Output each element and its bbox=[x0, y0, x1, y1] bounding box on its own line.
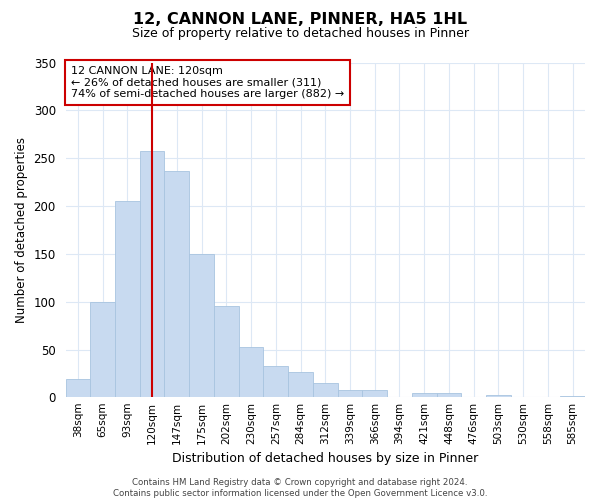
Bar bbox=[412, 392, 437, 398]
Text: Contains HM Land Registry data © Crown copyright and database right 2024.
Contai: Contains HM Land Registry data © Crown c… bbox=[113, 478, 487, 498]
Bar bbox=[486, 396, 511, 398]
Bar bbox=[189, 254, 214, 398]
Bar bbox=[164, 170, 189, 398]
Bar bbox=[437, 392, 461, 398]
Bar bbox=[90, 302, 115, 398]
Bar bbox=[263, 366, 288, 398]
Bar bbox=[65, 379, 90, 398]
Bar bbox=[239, 346, 263, 398]
Bar bbox=[338, 390, 362, 398]
Bar bbox=[362, 390, 387, 398]
Bar bbox=[288, 372, 313, 398]
X-axis label: Distribution of detached houses by size in Pinner: Distribution of detached houses by size … bbox=[172, 452, 478, 465]
Y-axis label: Number of detached properties: Number of detached properties bbox=[15, 137, 28, 323]
Bar bbox=[140, 150, 164, 398]
Bar bbox=[115, 201, 140, 398]
Bar bbox=[560, 396, 585, 398]
Bar bbox=[313, 383, 338, 398]
Text: Size of property relative to detached houses in Pinner: Size of property relative to detached ho… bbox=[131, 28, 469, 40]
Text: 12 CANNON LANE: 120sqm
← 26% of detached houses are smaller (311)
74% of semi-de: 12 CANNON LANE: 120sqm ← 26% of detached… bbox=[71, 66, 344, 99]
Text: 12, CANNON LANE, PINNER, HA5 1HL: 12, CANNON LANE, PINNER, HA5 1HL bbox=[133, 12, 467, 28]
Bar bbox=[214, 306, 239, 398]
